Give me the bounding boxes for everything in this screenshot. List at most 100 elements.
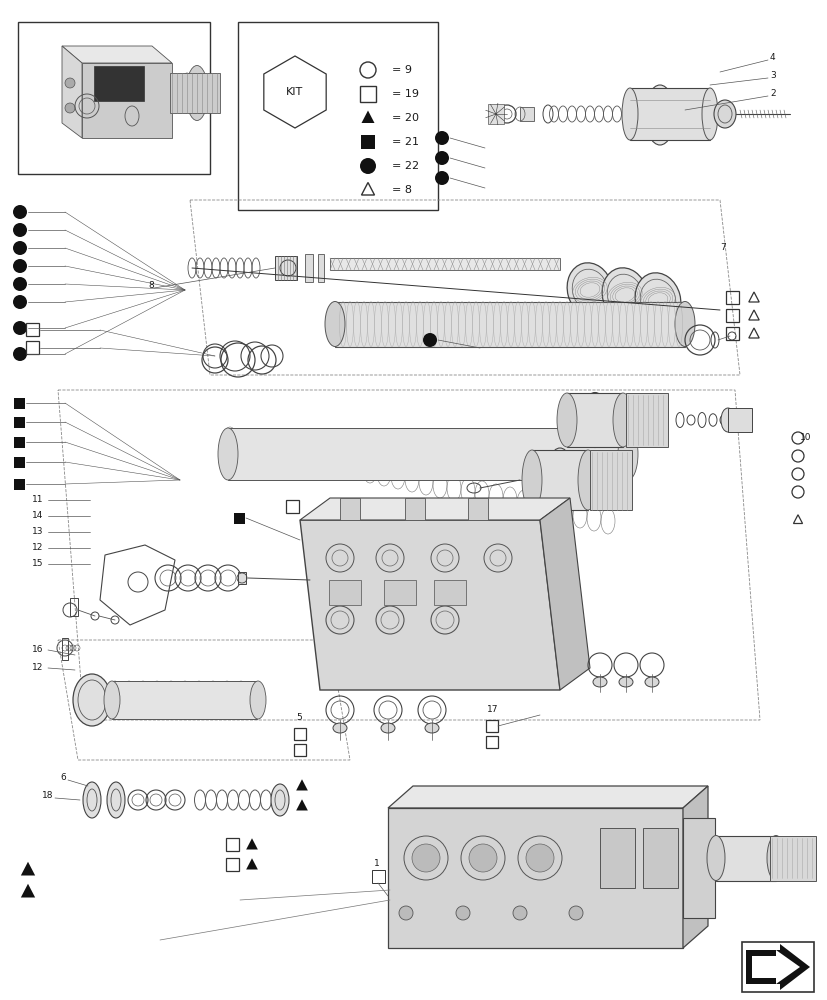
Ellipse shape (612, 393, 632, 447)
Ellipse shape (104, 681, 120, 719)
Circle shape (525, 844, 553, 872)
Polygon shape (745, 944, 809, 990)
Polygon shape (318, 254, 323, 282)
Circle shape (13, 241, 27, 255)
Polygon shape (682, 786, 707, 948)
Polygon shape (112, 681, 256, 719)
Polygon shape (361, 110, 374, 123)
Polygon shape (82, 63, 172, 138)
Ellipse shape (619, 677, 632, 687)
Polygon shape (715, 836, 775, 881)
Ellipse shape (713, 100, 735, 128)
Circle shape (65, 78, 75, 88)
Polygon shape (340, 498, 360, 520)
Ellipse shape (617, 428, 638, 480)
Polygon shape (384, 580, 415, 605)
Ellipse shape (566, 263, 612, 317)
Ellipse shape (380, 723, 394, 733)
Circle shape (13, 277, 27, 291)
Polygon shape (629, 88, 709, 140)
Polygon shape (275, 256, 297, 280)
Circle shape (568, 906, 582, 920)
Polygon shape (388, 786, 707, 808)
Ellipse shape (250, 681, 265, 719)
Polygon shape (769, 836, 815, 881)
Text: 5: 5 (295, 714, 301, 722)
Polygon shape (296, 779, 308, 790)
Polygon shape (590, 450, 631, 510)
Circle shape (423, 333, 437, 347)
Circle shape (360, 158, 375, 174)
Circle shape (13, 321, 27, 335)
Text: = 9: = 9 (391, 65, 412, 75)
Polygon shape (296, 799, 308, 810)
Polygon shape (62, 46, 82, 138)
Circle shape (412, 844, 439, 872)
Ellipse shape (577, 450, 597, 510)
Ellipse shape (218, 428, 237, 480)
Text: 4: 4 (769, 53, 775, 62)
Text: 12: 12 (32, 664, 43, 672)
Circle shape (434, 151, 448, 165)
Ellipse shape (325, 302, 345, 347)
Text: 12: 12 (32, 544, 43, 552)
Text: 6: 6 (60, 774, 65, 782)
Circle shape (513, 906, 526, 920)
Polygon shape (62, 46, 172, 63)
Ellipse shape (73, 674, 111, 726)
Polygon shape (600, 828, 634, 888)
Polygon shape (643, 828, 677, 888)
Circle shape (399, 906, 413, 920)
Text: = 19: = 19 (391, 89, 418, 99)
Ellipse shape (644, 677, 658, 687)
Circle shape (13, 205, 27, 219)
Circle shape (468, 844, 496, 872)
Polygon shape (234, 512, 245, 524)
Ellipse shape (706, 836, 724, 880)
Polygon shape (15, 436, 26, 448)
Polygon shape (237, 572, 246, 584)
Ellipse shape (601, 268, 647, 322)
Ellipse shape (674, 302, 694, 347)
Ellipse shape (186, 66, 208, 120)
Polygon shape (21, 862, 35, 876)
Polygon shape (246, 858, 257, 869)
Polygon shape (467, 498, 487, 520)
Polygon shape (388, 808, 682, 948)
Ellipse shape (581, 392, 609, 448)
Polygon shape (727, 408, 751, 432)
Text: = 22: = 22 (391, 161, 418, 171)
Polygon shape (15, 479, 26, 489)
Polygon shape (15, 416, 26, 428)
Circle shape (13, 259, 27, 273)
Text: 7: 7 (719, 243, 725, 252)
Polygon shape (361, 135, 375, 149)
Ellipse shape (107, 782, 125, 818)
Circle shape (13, 295, 27, 309)
Ellipse shape (424, 723, 438, 733)
Circle shape (13, 223, 27, 237)
Text: 3: 3 (769, 72, 775, 81)
Polygon shape (15, 397, 26, 408)
Polygon shape (519, 107, 533, 121)
Polygon shape (299, 498, 569, 520)
Text: = 8: = 8 (391, 185, 412, 195)
Polygon shape (487, 104, 504, 124)
Ellipse shape (701, 88, 717, 140)
Ellipse shape (766, 836, 784, 880)
Polygon shape (625, 393, 667, 447)
Circle shape (456, 906, 470, 920)
Polygon shape (246, 838, 257, 850)
Ellipse shape (634, 273, 680, 327)
Ellipse shape (83, 782, 101, 818)
Ellipse shape (270, 784, 289, 816)
Polygon shape (94, 66, 144, 101)
Text: = 21: = 21 (391, 137, 418, 147)
Ellipse shape (557, 393, 576, 447)
Text: 18: 18 (42, 792, 54, 800)
Text: = 20: = 20 (391, 113, 418, 123)
Polygon shape (532, 450, 587, 510)
Polygon shape (304, 254, 313, 282)
Polygon shape (330, 258, 559, 270)
Polygon shape (751, 950, 799, 984)
